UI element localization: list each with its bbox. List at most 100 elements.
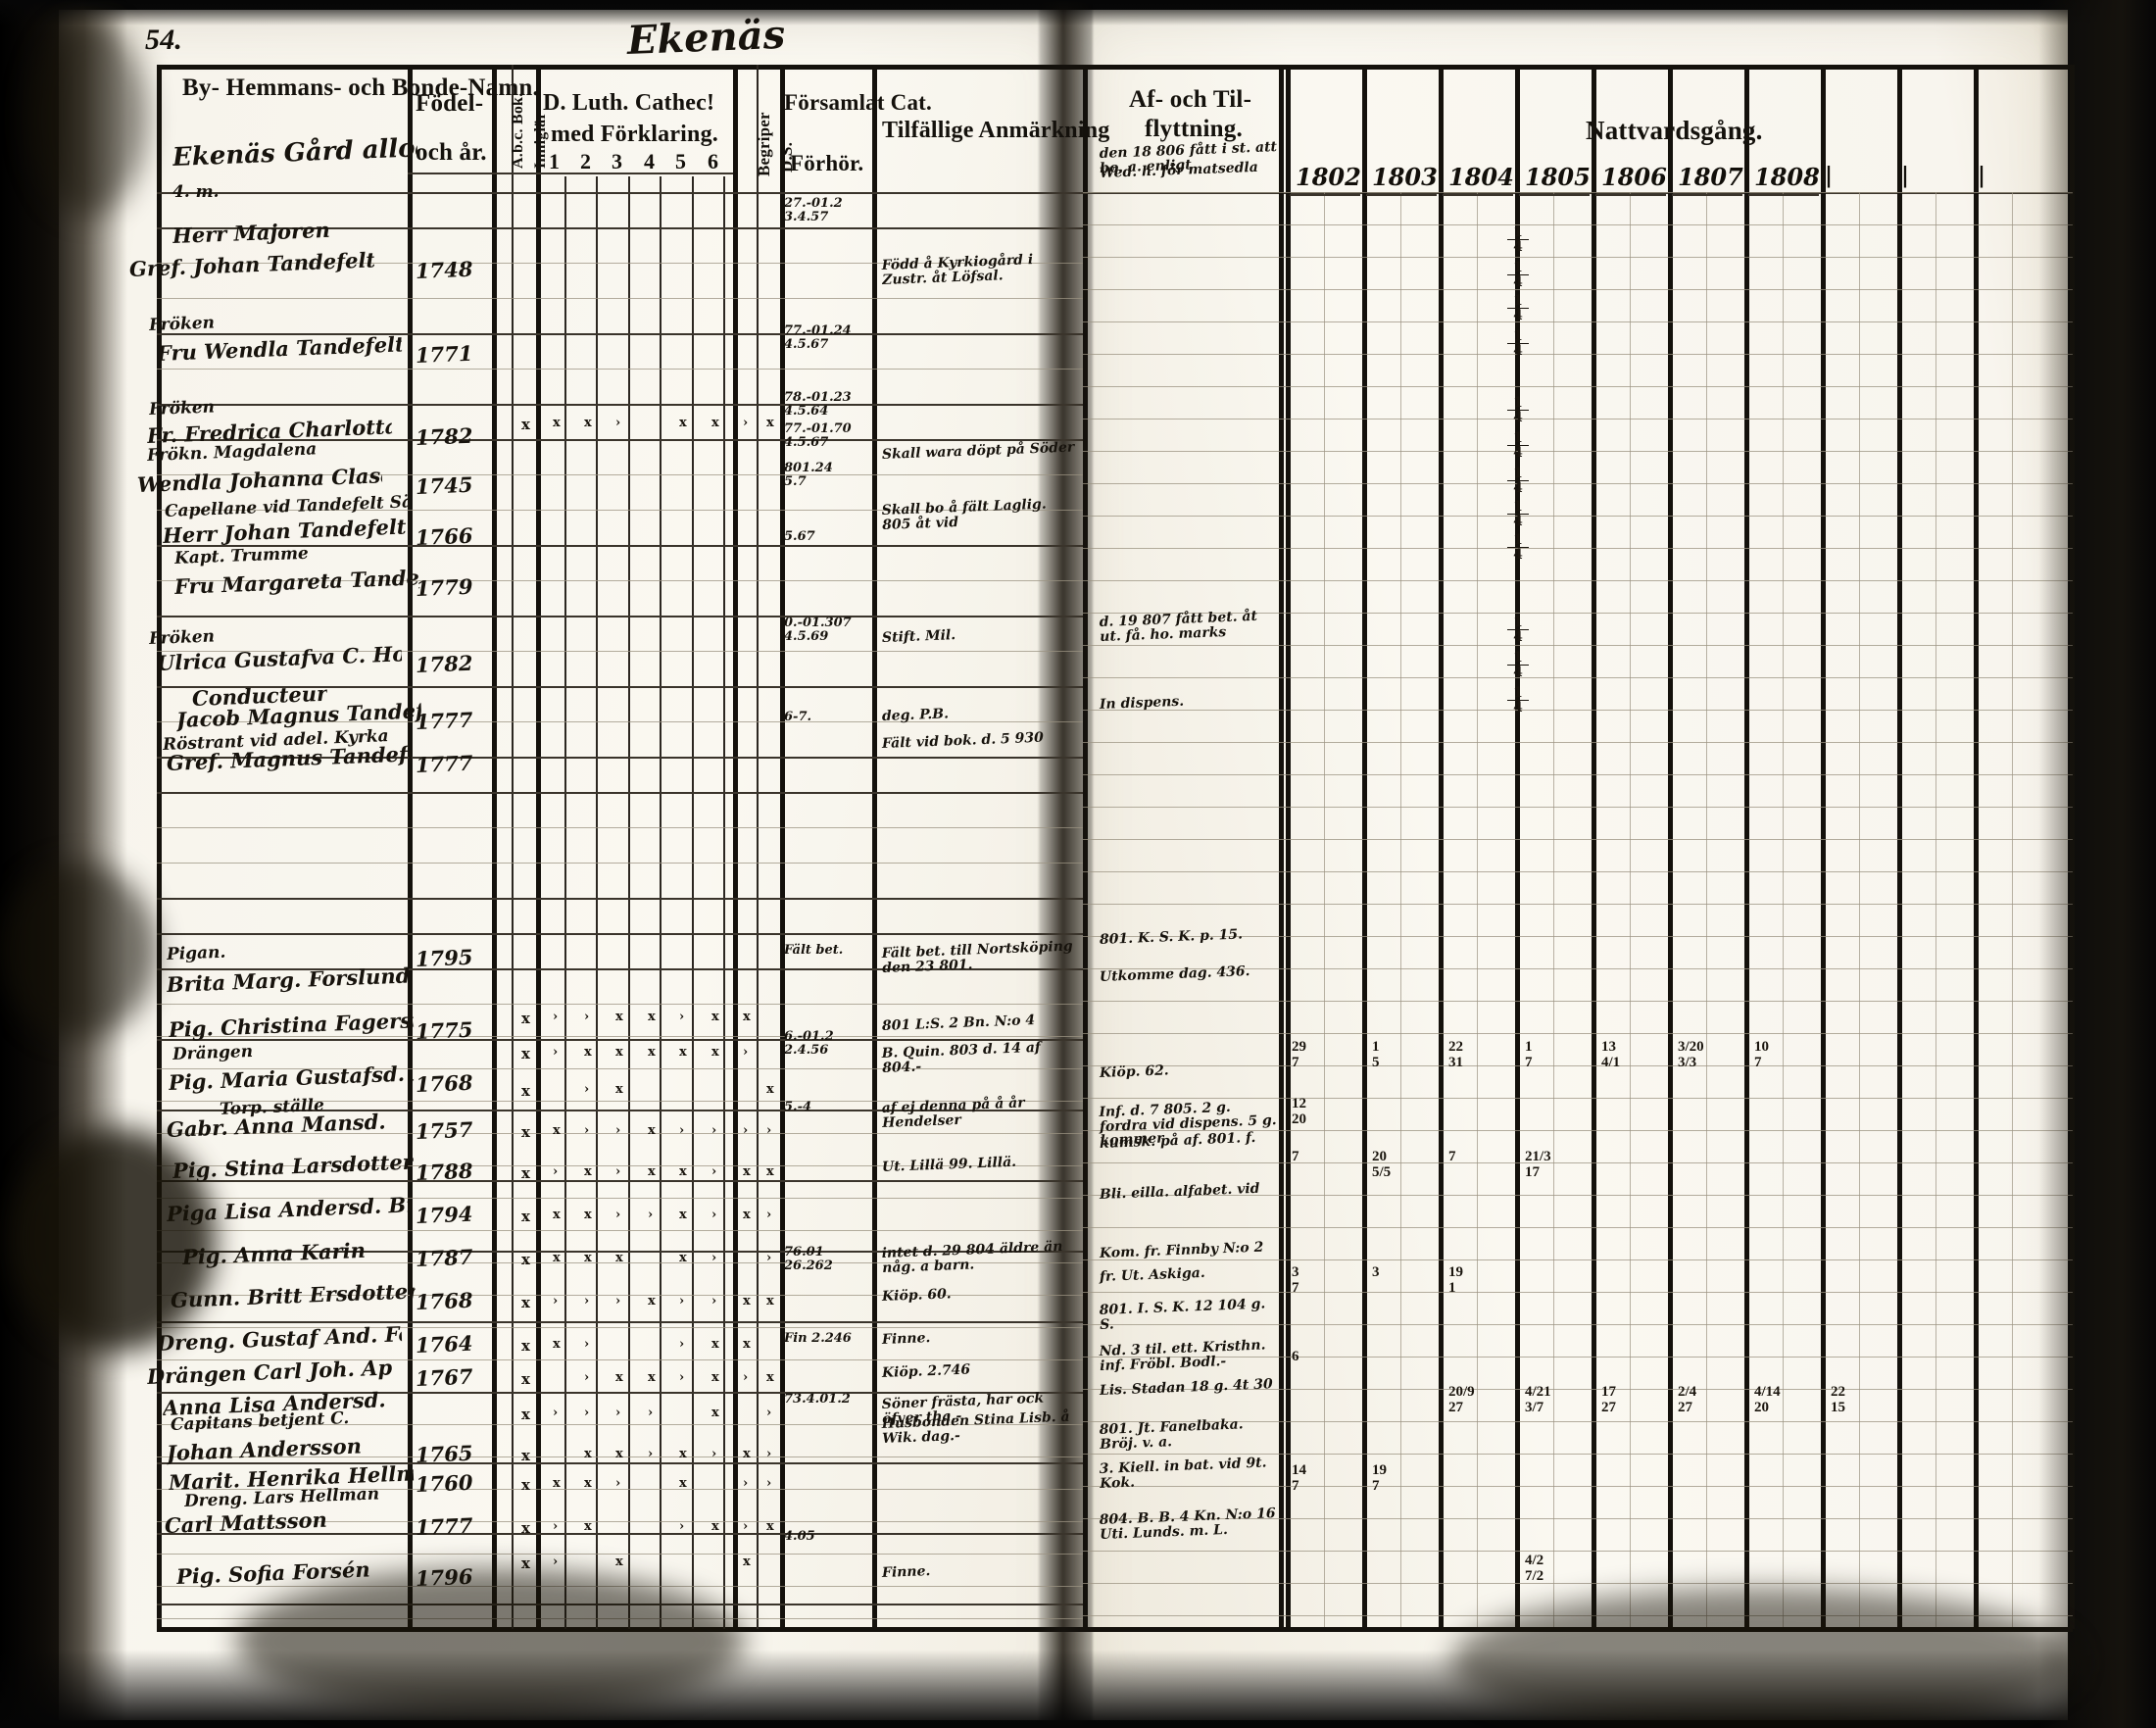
right-row-rule	[1083, 548, 2073, 549]
communion-tally: 5	[1372, 1055, 1380, 1071]
catechism-tick: x	[679, 1164, 687, 1179]
catechism-tick: x	[648, 1123, 656, 1138]
communion-tally: 19	[1448, 1264, 1463, 1281]
catechism-tick: ›	[553, 1555, 558, 1569]
forsum-cell-note: 2.4.56	[784, 1043, 828, 1058]
catechism-tick: x	[584, 1208, 592, 1222]
cathec-col-number-6: 6	[708, 149, 718, 174]
right-row-rule	[1083, 1259, 2073, 1260]
communion-col-rule	[1362, 65, 1367, 1629]
catechism-tick: x	[615, 1370, 623, 1385]
catechism-tick: x	[711, 1519, 719, 1534]
forsum-cell-note: 27.-01.2	[784, 196, 843, 211]
communion-col-rule-thin	[1324, 192, 1325, 1627]
communion-fraction: 14	[1507, 225, 1529, 254]
catechism-tick: x	[553, 1476, 561, 1491]
smudge-left-low	[10, 1127, 216, 1353]
catechism-tick: ›	[584, 1010, 589, 1024]
catechism-tick: ›	[615, 1208, 620, 1222]
catechism-tick: ›	[553, 1045, 558, 1060]
right-frame-top	[1083, 65, 2073, 70]
communion-tally: 17	[1525, 1164, 1540, 1181]
communion-col-rule	[1744, 65, 1749, 1629]
catechism-tick: ›	[615, 1406, 620, 1420]
forsum-cell-note: 77.-01.70	[784, 421, 852, 436]
header-cathec-sub: med Förklaring.	[551, 122, 718, 148]
catechism-tick: x	[584, 1476, 592, 1491]
forsum-cell-note: 0.-01.307	[784, 616, 852, 630]
forsum-cell-note: 78.-01.23	[784, 390, 852, 405]
catechism-tick: ›	[553, 1406, 558, 1420]
catechism-tick: ›	[584, 1294, 589, 1308]
communion-fraction: 14	[1507, 261, 1529, 289]
cathec-col-number-2: 2	[580, 149, 591, 174]
right-row-rule	[1083, 224, 2073, 225]
catechism-tick: x	[521, 1010, 530, 1027]
catechism-tick: x	[766, 1519, 774, 1534]
header-names: By- Hemmans- och Bonde-Namn.	[182, 74, 539, 102]
left-row-rule	[157, 1004, 1083, 1005]
left-frame-left	[157, 65, 162, 1629]
forsum-cell-note: 4.5.67	[784, 337, 828, 352]
communion-tally: 20/9	[1448, 1384, 1475, 1401]
left-row-rule	[157, 827, 1083, 828]
rule-abc-end	[536, 65, 541, 1629]
register-page-scan: 54. Ekenäs By- Hemmans- och Bonde-Namn. …	[0, 0, 2156, 1728]
rule-cathec-1	[564, 176, 566, 1629]
catechism-tick: x	[615, 1045, 623, 1060]
communion-tally: 20	[1292, 1111, 1306, 1128]
entry-birth-year: 1765	[416, 1441, 473, 1467]
catechism-tick: x	[553, 1123, 561, 1138]
cathec-col-number-5: 5	[675, 149, 686, 174]
entry-birth-year: 1768	[416, 1288, 473, 1314]
rule-abc-a	[512, 65, 514, 1629]
catechism-tick: x	[615, 1082, 623, 1097]
right-row-rule	[1083, 774, 2073, 775]
communion-col-rule	[1668, 65, 1673, 1629]
communion-year-blank: |	[1978, 163, 1985, 188]
entry-birth-year: 1768	[416, 1070, 473, 1097]
forsum-cell-note: 73.4.01.2	[784, 1392, 851, 1407]
catechism-tick: ›	[553, 1010, 558, 1024]
left-row-rule-strong	[157, 933, 1083, 935]
communion-tally: 22	[1448, 1039, 1463, 1056]
catechism-tick: x	[584, 1447, 592, 1461]
top-edge-shadow	[0, 0, 2156, 25]
catechism-tick: x	[679, 1476, 687, 1491]
catechism-tick: x	[743, 1447, 751, 1461]
right-row-rule	[1083, 839, 2073, 840]
right-row-rule	[1083, 645, 2073, 646]
communion-fraction: 14	[1507, 500, 1529, 528]
forsum-cell-note: 76.01	[784, 1245, 824, 1259]
catechism-tick: ›	[766, 1406, 771, 1420]
entry-birth-year: 1777	[416, 1513, 473, 1540]
communion-tally: 5/5	[1372, 1164, 1391, 1181]
left-row-rule	[157, 369, 1083, 370]
catechism-tick: x	[584, 1045, 592, 1060]
communion-year-blank: |	[1901, 163, 1909, 188]
catechism-tick: x	[679, 1447, 687, 1461]
catechism-tick: x	[648, 1294, 656, 1308]
catechism-tick: x	[648, 1370, 656, 1385]
catechism-tick: x	[679, 1208, 687, 1222]
rule-forsum-end	[872, 65, 877, 1629]
catechism-tick: x	[711, 1406, 719, 1420]
forsum-cell-note: 26.262	[784, 1259, 833, 1273]
page-number: 54.	[145, 24, 182, 57]
entry-name: Fröken	[149, 397, 216, 420]
catechism-tick: x	[766, 416, 774, 430]
communion-tally: 3/20	[1678, 1039, 1704, 1056]
entry-name: 4. m.	[172, 182, 220, 202]
forsum-cell-note: 5.7	[784, 474, 807, 489]
entry-birth-year: 1745	[416, 472, 473, 499]
catechism-tick: x	[521, 1337, 530, 1355]
right-row-rule	[1083, 386, 2073, 387]
header-forsum: Församlat Cat.	[784, 90, 932, 116]
communion-col-rule	[1286, 65, 1291, 1629]
right-row-rule	[1083, 871, 2073, 872]
rule-cathec-6	[723, 176, 725, 1629]
right-row-rule	[1083, 710, 2073, 711]
year-underline	[1672, 194, 1742, 196]
right-row-rule	[1083, 1098, 2073, 1099]
catechism-tick: ›	[679, 1123, 684, 1138]
